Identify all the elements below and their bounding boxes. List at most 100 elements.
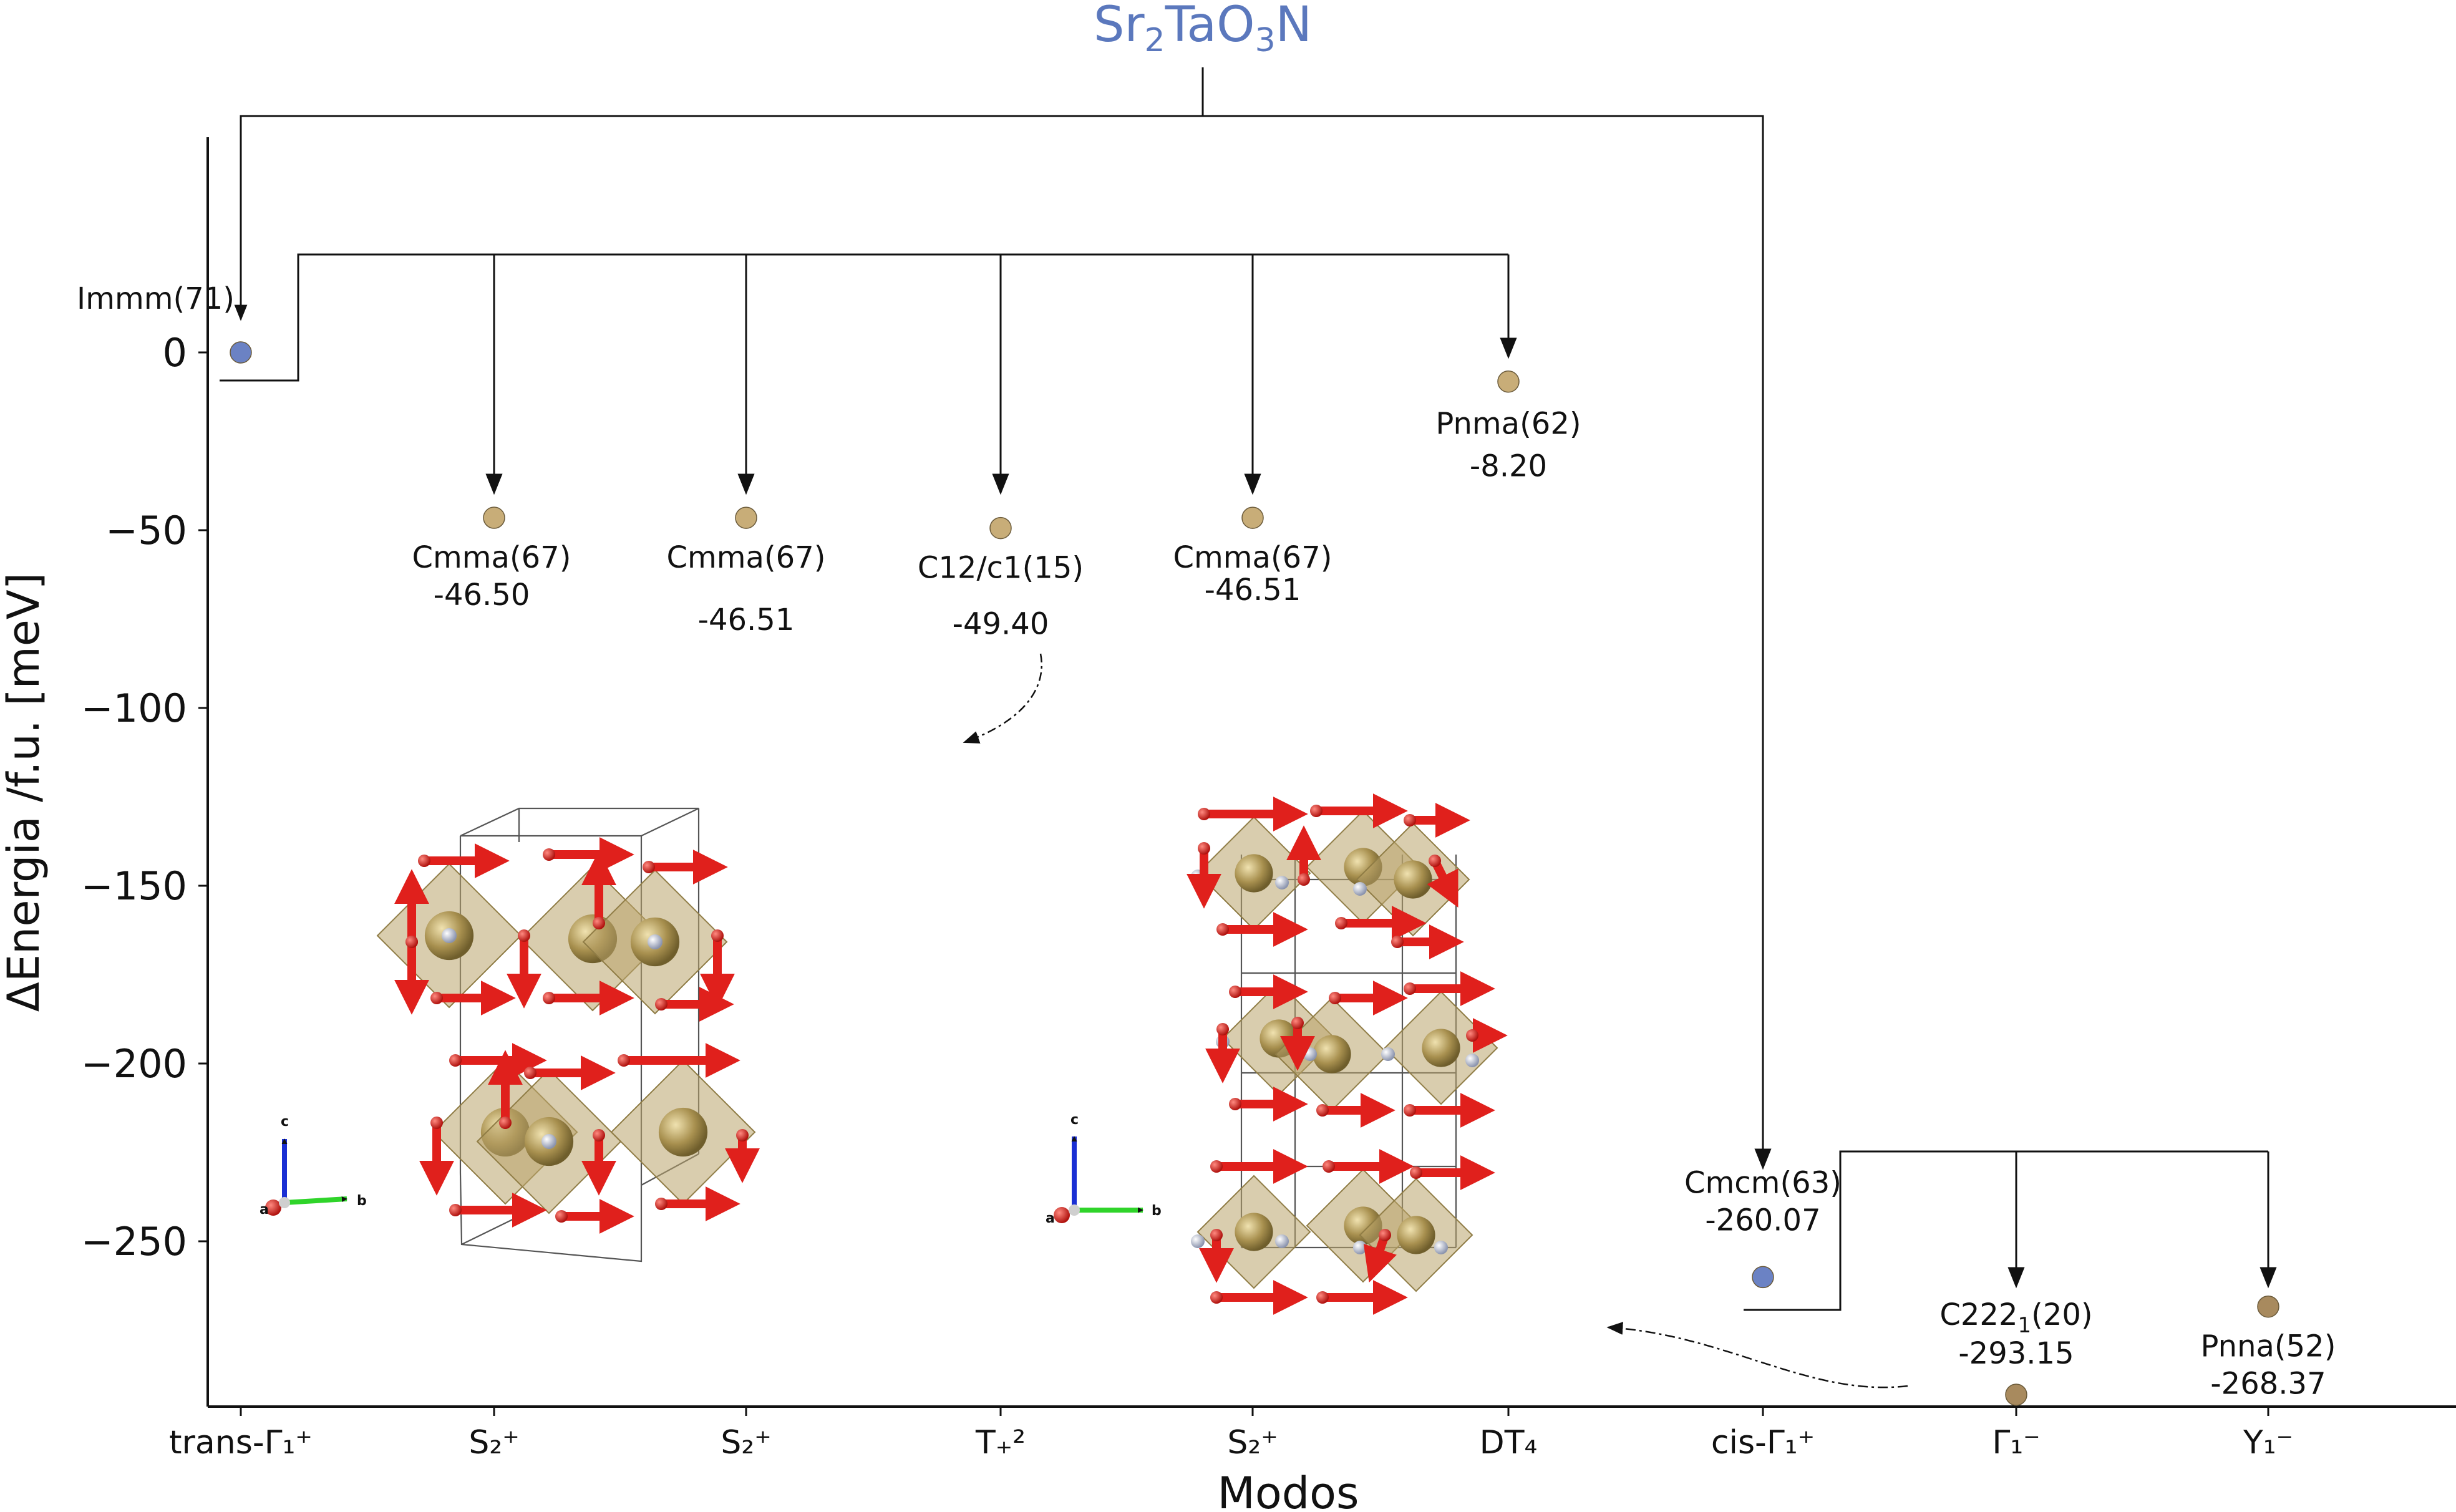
y-tick-label: −250 [81, 1219, 187, 1264]
atom-o [543, 992, 555, 1004]
point-name-label: Pnna(52) [2201, 1329, 2336, 1364]
atom-o [1329, 992, 1341, 1004]
pointer-arrow-right-structure [1606, 1322, 1908, 1388]
axis-a-label: a [260, 1202, 269, 1218]
data-point [1752, 1266, 1774, 1289]
atom-o [1379, 1229, 1391, 1241]
point-name-label: C2221(20) [1939, 1297, 2092, 1338]
atom-o [1198, 842, 1210, 855]
x-tick-label: Y₁⁻ [2243, 1424, 2293, 1461]
atom-o [1316, 1104, 1329, 1117]
point-name-label: Cmma(67) [1173, 540, 1332, 575]
atom-n [1353, 1241, 1367, 1254]
atom-o [711, 929, 724, 942]
displacement-arrow [1363, 1231, 1397, 1282]
branch-arrow-cmcm [1203, 115, 1772, 1170]
octahedra-right [1191, 810, 1498, 1292]
cmcm-branch-bar [1744, 1150, 2268, 1311]
y-tick-label: −50 [105, 508, 187, 553]
atom-o [418, 855, 430, 867]
atom-o [1198, 808, 1210, 820]
x-tick-label: T₊² [975, 1424, 1026, 1461]
atom-o [1323, 1160, 1335, 1173]
atom-ta [1313, 1035, 1351, 1073]
atom-o [1404, 814, 1416, 826]
point-value-label: -49.40 [953, 607, 1049, 642]
atom-o [1466, 1029, 1478, 1042]
y-tick-label: 0 [163, 330, 187, 376]
crystal-structure-right: c a b [1046, 793, 1508, 1315]
pointer-arrow-left-structure [963, 653, 1042, 744]
axes [206, 137, 2456, 1408]
atom-o [655, 998, 667, 1010]
axis-c-label: c [1070, 1112, 1079, 1128]
atom-n [1381, 1047, 1395, 1061]
atom-o [430, 992, 443, 1004]
point-value-label: -46.51 [698, 603, 795, 637]
atom-o [430, 1117, 443, 1129]
point-value-label: -260.07 [1705, 1203, 1820, 1238]
displacement-arrow [1427, 856, 1459, 908]
atom-o [524, 1067, 536, 1079]
y-tick-label: −200 [81, 1041, 187, 1087]
data-point [989, 516, 1012, 540]
atom-ta [1422, 1029, 1460, 1067]
axes-triad-right: c a b [1046, 1112, 1162, 1226]
x-tick-label: cis-Γ₁⁺ [1711, 1424, 1815, 1461]
point-name-label: C12/c1(15) [918, 551, 1084, 586]
atom-o [543, 848, 555, 861]
atom-o [1410, 1166, 1422, 1179]
data-point [483, 506, 505, 529]
atom-o [655, 1198, 667, 1210]
atom-n [442, 928, 457, 943]
point-name-label: Pnma(62) [1435, 407, 1581, 442]
atom-o [1291, 1017, 1304, 1029]
x-tick-label: S₂⁺ [468, 1424, 519, 1461]
atom-n [1465, 1054, 1479, 1067]
atom-ta [1235, 1213, 1273, 1251]
atom-o [643, 861, 655, 873]
unit-cell-box-left [459, 807, 700, 1262]
y-ticks: 0 −50 −100 −150 −200 −250 [81, 330, 208, 1264]
point-value-label: -268.37 [2210, 1367, 2326, 1402]
axes-triad-left: c a b [260, 1114, 367, 1218]
point-name-label: Immm(71) [77, 281, 235, 316]
atom-o [1316, 1291, 1329, 1304]
atom-o [1310, 805, 1323, 817]
atom-o [1404, 982, 1416, 995]
atom-o [1298, 873, 1310, 886]
atom-o [1391, 936, 1404, 948]
data-points [230, 341, 2279, 1406]
x-tick-label: trans-Γ₁⁺ [169, 1424, 313, 1461]
atom-n [1353, 882, 1367, 896]
y-axis-title: ΔEnergia /f.u. [meV] [0, 573, 49, 1012]
axis-b-label: b [1152, 1203, 1162, 1219]
x-tick-label: Γ₁⁻ [1992, 1424, 2040, 1461]
atom-o [499, 1117, 512, 1129]
y-tick-label: −150 [81, 863, 187, 909]
atom-o [449, 1204, 462, 1216]
atom-ta [1235, 854, 1273, 893]
atom-o [555, 1210, 568, 1223]
atom-o [1210, 1229, 1223, 1241]
point-name-label: Cmcm(63) [1684, 1165, 1842, 1200]
atom-o [618, 1054, 630, 1067]
atom-o [593, 1129, 605, 1141]
branch-arrow-immm [234, 67, 1204, 321]
x-tick-label: S₂⁺ [721, 1424, 771, 1461]
atom-o [1229, 1098, 1241, 1110]
atom-o [593, 917, 605, 929]
point-name-label: Cmma(67) [412, 540, 571, 575]
data-point [230, 341, 252, 364]
atom-ta [1397, 1216, 1435, 1254]
atom-o [1404, 1104, 1416, 1117]
atom-o [1210, 1160, 1223, 1173]
branch-connectors [220, 67, 2277, 1388]
atom-o [518, 929, 530, 942]
atom-o [1216, 1023, 1229, 1035]
x-axis-title: Modos [1218, 1468, 1359, 1512]
atom-n [1275, 876, 1289, 889]
atom-ta [658, 1107, 708, 1157]
displacement-arrows-right [1187, 793, 1508, 1315]
